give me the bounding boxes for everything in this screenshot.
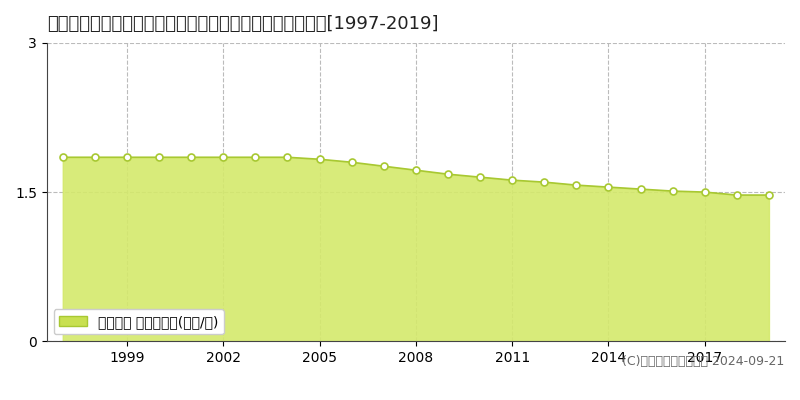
Legend: 基準地価 平均坪単価(万円/坪): 基準地価 平均坪単価(万円/坪) — [54, 309, 224, 334]
Text: (C)土地価格ドットコム 2024-09-21: (C)土地価格ドットコム 2024-09-21 — [622, 355, 784, 368]
Text: 北海道寿都郡寿都町字開進町７番１　基準地価　地価推移[1997-2019]: 北海道寿都郡寿都町字開進町７番１ 基準地価 地価推移[1997-2019] — [46, 15, 438, 33]
